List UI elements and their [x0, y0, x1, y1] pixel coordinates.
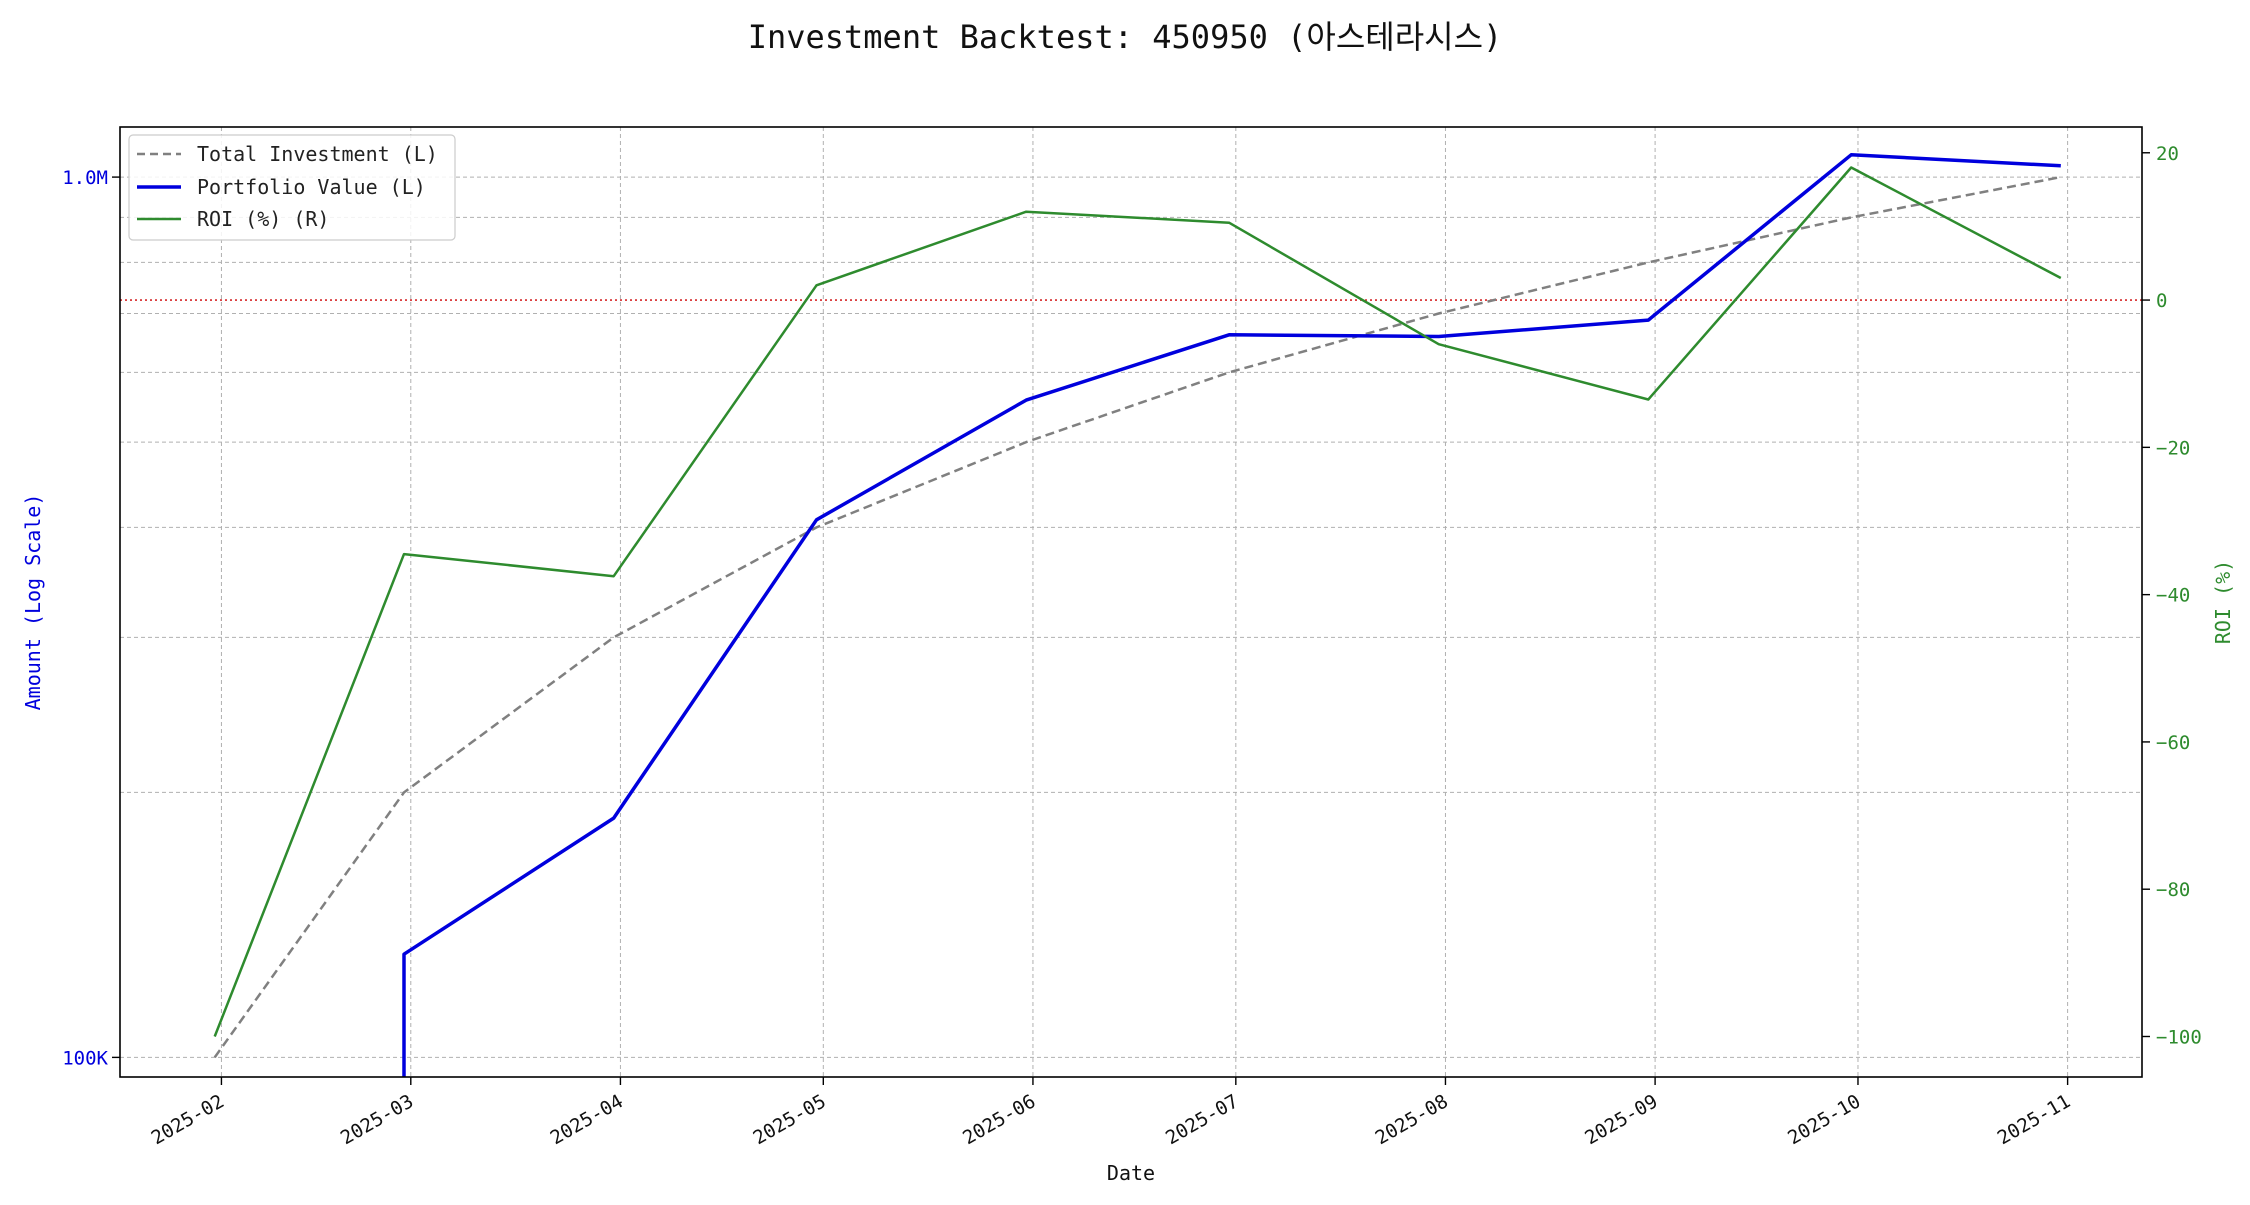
legend: Total Investment (L) Portfolio Value (L)… [128, 134, 456, 241]
right-y-tick-label: −100 [2156, 1026, 2202, 1048]
chart-title: Investment Backtest: 450950 (아스테라시스) [748, 18, 1503, 56]
x-tick-label: 2025-11 [1994, 1090, 2074, 1149]
right-y-tick-label: −80 [2156, 879, 2190, 901]
x-axis-label: Date [1107, 1161, 1155, 1185]
x-tick-label: 2025-09 [1581, 1090, 1661, 1149]
x-tick-label: 2025-10 [1784, 1090, 1864, 1149]
x-tick-label: 2025-08 [1372, 1090, 1452, 1149]
series-line-portfolio-value-l [402, 153, 2061, 1077]
x-tick-label: 2025-02 [148, 1090, 228, 1149]
legend-label-roi: ROI (%) (R) [197, 207, 329, 231]
right-y-tick-label: −60 [2156, 732, 2190, 754]
x-tick-label: 2025-03 [337, 1090, 417, 1149]
grid-layer [120, 127, 2142, 1077]
left-y-tick-label: 100K [62, 1047, 108, 1069]
left-y-tick-label: 1.0M [62, 167, 108, 189]
right-y-tick-label: 0 [2156, 290, 2167, 312]
right-y-axis-label: ROI (%) [2211, 560, 2235, 644]
legend-label-total-investment: Total Investment (L) [197, 142, 438, 166]
x-tick-label: 2025-07 [1162, 1090, 1242, 1149]
left-y-axis-label: Amount (Log Scale) [21, 494, 45, 711]
left-y-axis-ticks: 100K 1.0M [62, 167, 120, 1069]
legend-label-portfolio-value: Portfolio Value (L) [197, 175, 426, 199]
right-y-tick-label: −20 [2156, 437, 2190, 459]
right-y-axis-ticks: −100 −80 −60 −40 −20 0 20 [2142, 143, 2202, 1048]
x-tick-label: 2025-05 [749, 1090, 829, 1149]
x-axis-ticks: 2025-02 2025-03 2025-04 2025-05 2025-06 2025-… [148, 1077, 2074, 1149]
right-y-tick-label: 20 [2156, 143, 2179, 165]
right-y-tick-label: −40 [2156, 585, 2190, 607]
series-line-roi-r [213, 166, 2062, 1037]
series-layer [213, 153, 2062, 1077]
legend-frame [128, 134, 456, 241]
plot-frame [119, 126, 2143, 1078]
series-line-total-investment-l [213, 175, 2062, 1059]
x-tick-label: 2025-06 [959, 1090, 1039, 1149]
x-tick-label: 2025-04 [547, 1090, 627, 1149]
